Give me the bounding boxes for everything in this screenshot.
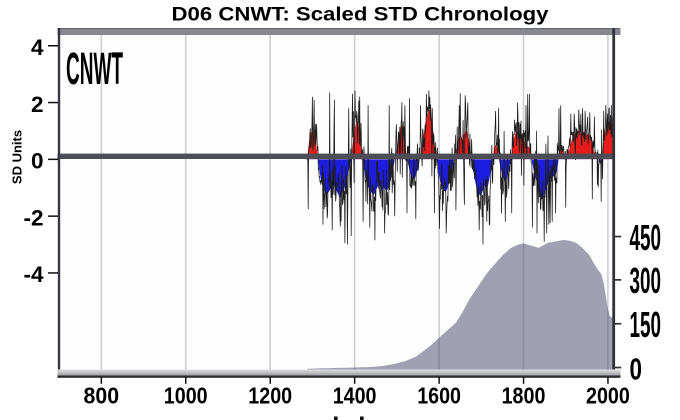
svg-text:D06 CNWT: Scaled STD Chronolog: D06 CNWT: Scaled STD Chronology: [172, 4, 549, 26]
svg-text:1800: 1800: [502, 383, 546, 409]
svg-text:800: 800: [84, 383, 120, 409]
svg-text:2: 2: [31, 92, 44, 117]
svg-text:450: 450: [630, 217, 662, 258]
svg-text:-4: -4: [23, 262, 43, 287]
svg-text:300: 300: [630, 260, 662, 301]
svg-text:0: 0: [630, 352, 643, 387]
svg-text:2000: 2000: [586, 383, 630, 409]
svg-text:1000: 1000: [164, 383, 208, 409]
svg-text:150: 150: [630, 304, 662, 345]
svg-text:CNWT: CNWT: [66, 43, 123, 94]
svg-text:-2: -2: [23, 205, 43, 230]
svg-text:SD Units: SD Units: [10, 130, 25, 184]
svg-text:1600: 1600: [417, 383, 461, 409]
svg-text:4: 4: [31, 35, 44, 60]
svg-text:0: 0: [31, 149, 44, 174]
svg-text:1400: 1400: [333, 383, 377, 409]
svg-text:1200: 1200: [248, 383, 292, 409]
